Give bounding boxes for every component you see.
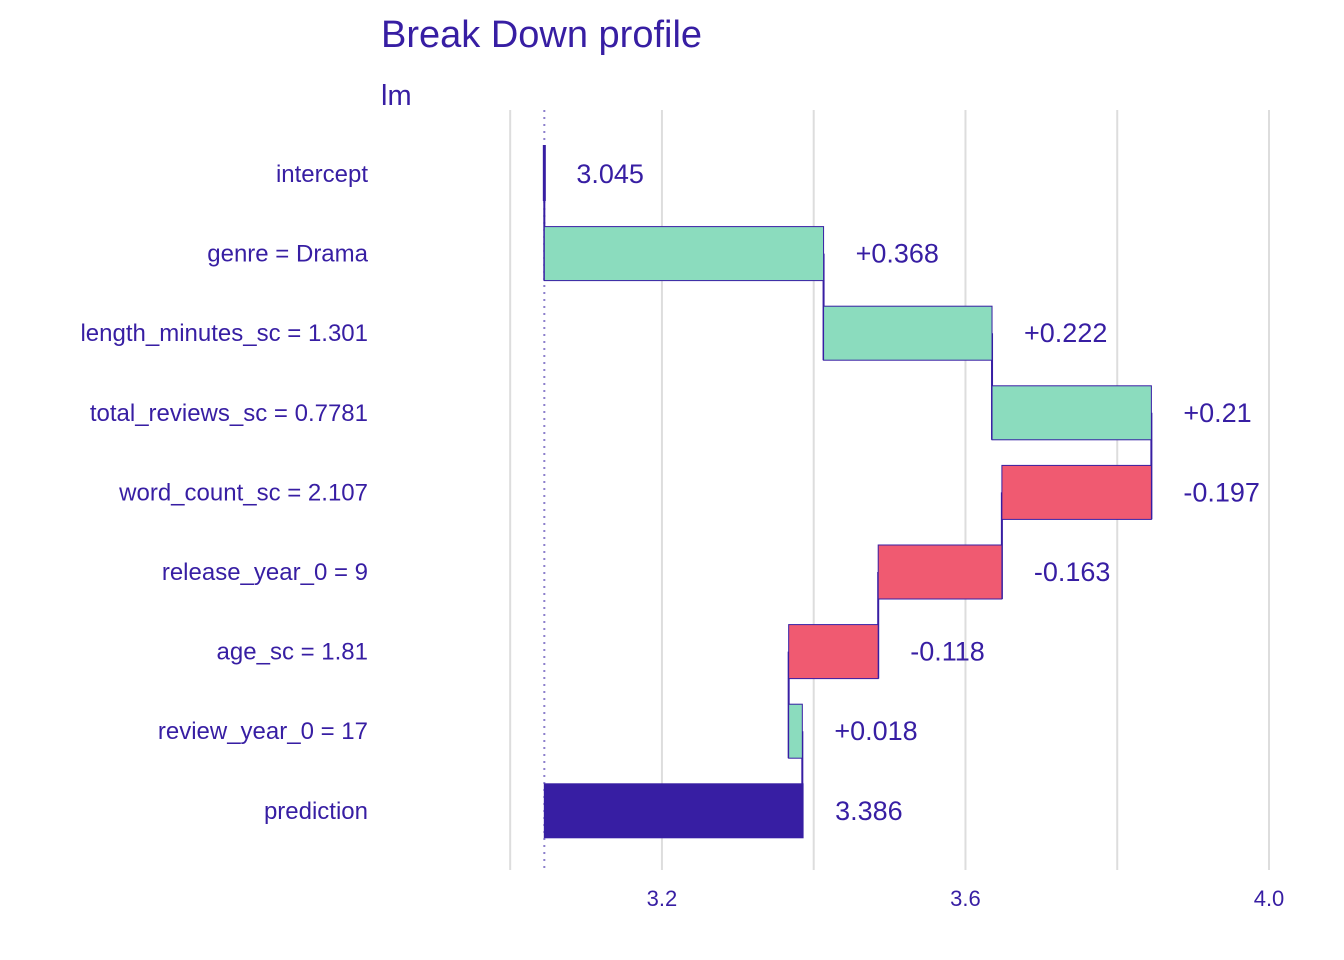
bar-positive — [991, 385, 1152, 441]
category-label: prediction — [264, 798, 368, 825]
value-label: +0.222 — [1024, 318, 1107, 348]
value-label: -0.197 — [1183, 477, 1260, 507]
value-label: 3.045 — [576, 159, 644, 189]
value-label: 3.386 — [835, 796, 903, 826]
x-tick-label: 3.6 — [950, 886, 981, 911]
category-label: word_count_sc = 2.107 — [118, 479, 368, 506]
value-label: +0.368 — [856, 239, 939, 269]
bar-positive — [543, 226, 825, 282]
bar-prediction — [543, 783, 804, 839]
bar-negative — [877, 544, 1003, 600]
category-label: review_year_0 = 17 — [158, 718, 368, 745]
x-tick-label: 4.0 — [1254, 886, 1285, 911]
bar-positive — [823, 305, 993, 361]
category-label: genre = Drama — [207, 241, 368, 268]
value-label: +0.018 — [834, 716, 917, 746]
category-label: total_reviews_sc = 0.7781 — [90, 400, 368, 427]
chart-title: Break Down profile — [381, 14, 703, 56]
category-label: release_year_0 = 9 — [162, 559, 368, 586]
category-label: length_minutes_sc = 1.301 — [80, 320, 368, 347]
x-tick-label: 3.2 — [647, 886, 678, 911]
bar-negative — [788, 624, 879, 680]
category-label: age_sc = 1.81 — [217, 639, 368, 666]
value-label: -0.118 — [910, 637, 985, 667]
category-label: intercept — [276, 161, 368, 188]
value-label: -0.163 — [1034, 557, 1111, 587]
bar-positive — [788, 703, 803, 759]
value-label: +0.21 — [1183, 398, 1251, 428]
bar-negative — [1001, 464, 1152, 520]
chart-subtitle: lm — [381, 80, 412, 112]
